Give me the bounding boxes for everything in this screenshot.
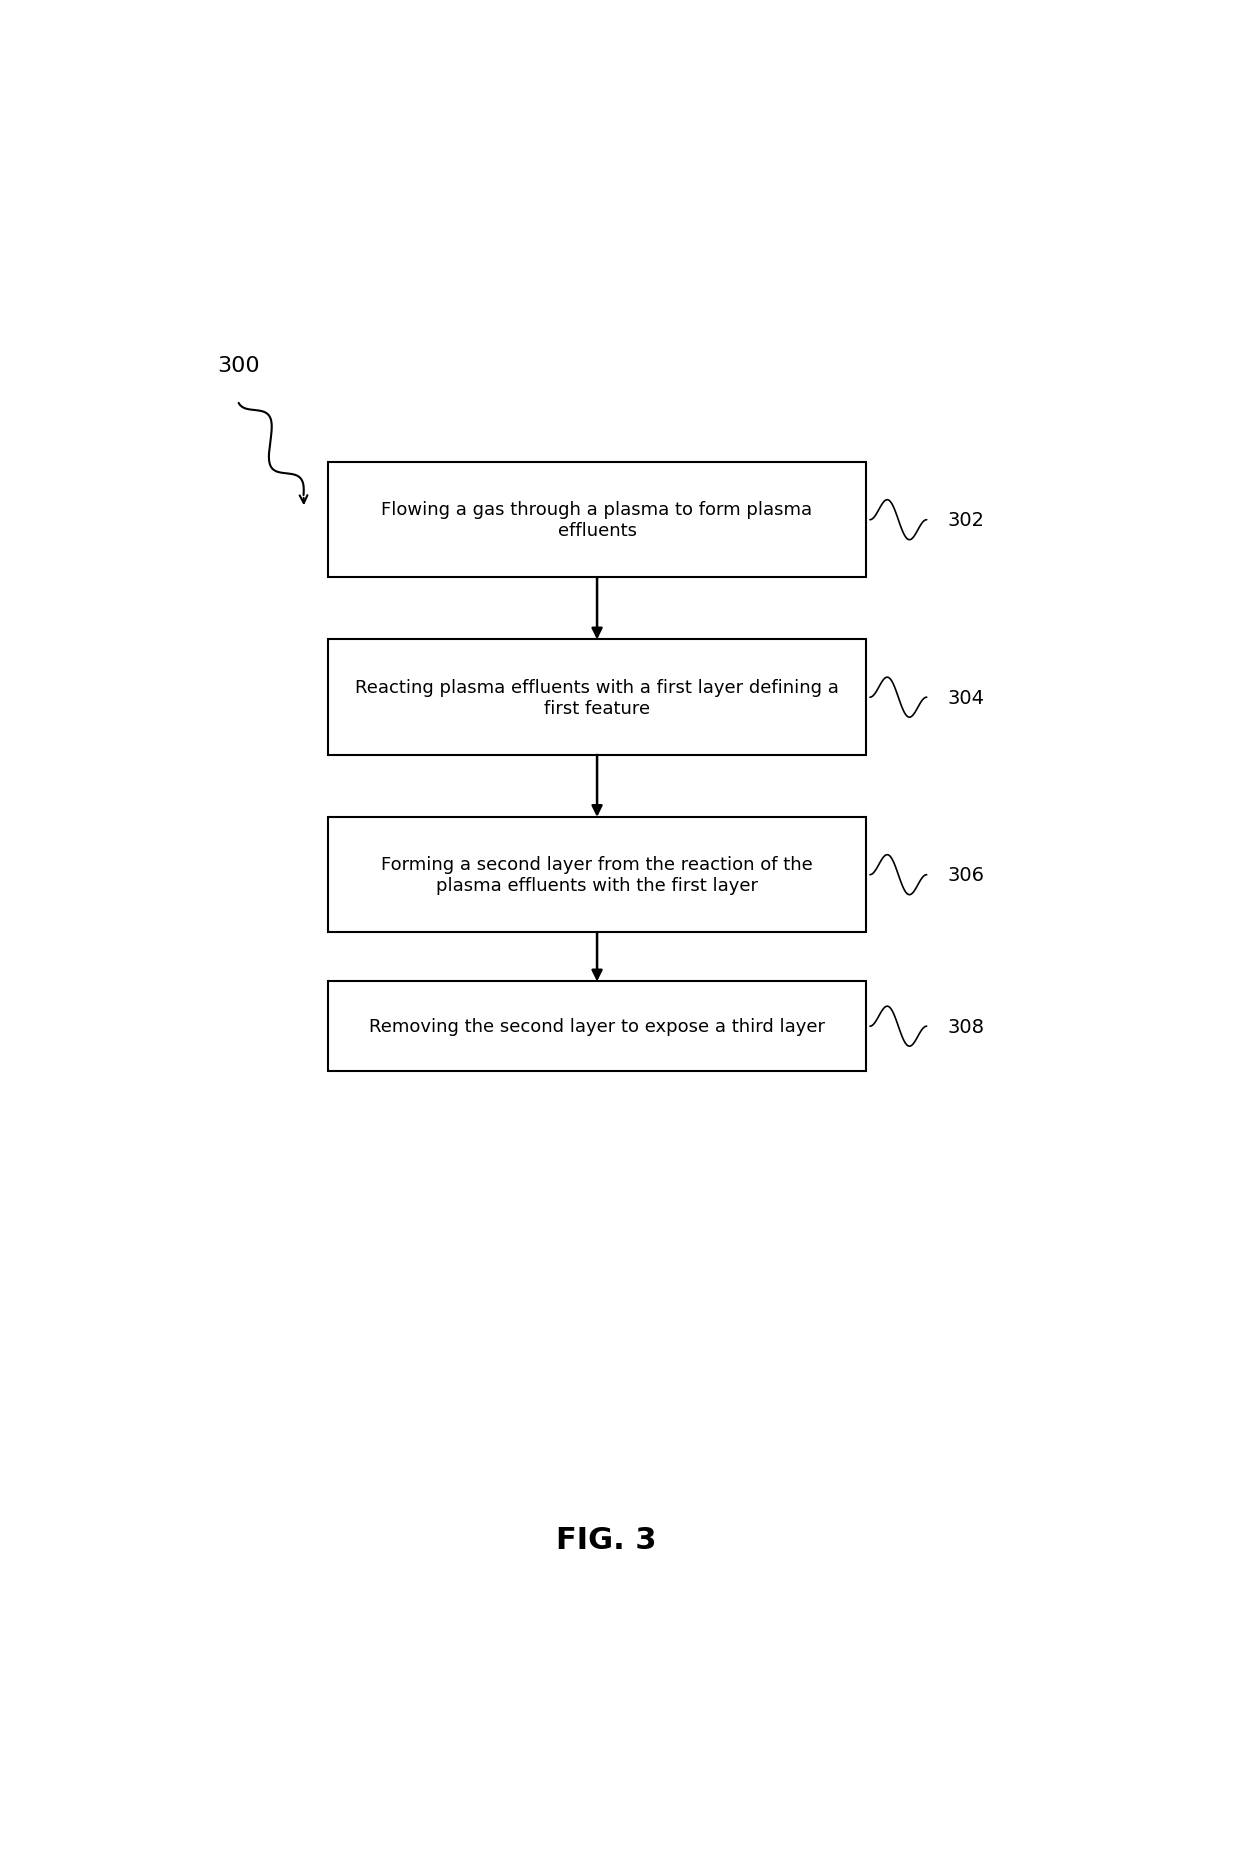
Text: 308: 308 <box>947 1017 985 1036</box>
Text: 304: 304 <box>947 687 985 708</box>
FancyBboxPatch shape <box>327 463 866 579</box>
Text: Flowing a gas through a plasma to form plasma
effluents: Flowing a gas through a plasma to form p… <box>382 500 812 539</box>
Text: Forming a second layer from the reaction of the
plasma effluents with the first : Forming a second layer from the reaction… <box>381 856 813 895</box>
FancyBboxPatch shape <box>327 817 866 933</box>
Text: Reacting plasma effluents with a first layer defining a
first feature: Reacting plasma effluents with a first l… <box>355 678 839 717</box>
Text: FIG. 3: FIG. 3 <box>557 1526 657 1555</box>
FancyBboxPatch shape <box>327 981 866 1071</box>
Text: 306: 306 <box>947 865 985 884</box>
Text: 300: 300 <box>217 356 260 376</box>
FancyBboxPatch shape <box>327 641 866 755</box>
Text: 302: 302 <box>947 511 985 530</box>
Text: Removing the second layer to expose a third layer: Removing the second layer to expose a th… <box>370 1017 825 1036</box>
